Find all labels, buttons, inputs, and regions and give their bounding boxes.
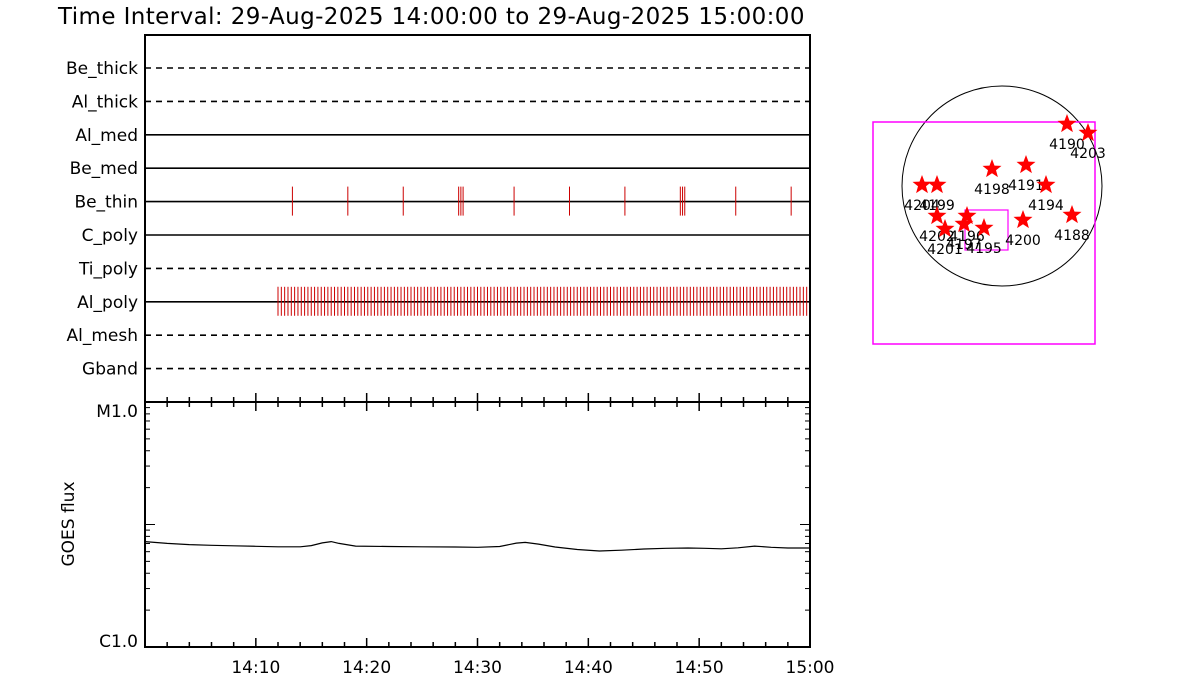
region-marker [1057,114,1077,133]
region-marker [1078,123,1098,142]
region-marker [982,159,1002,178]
channel-label-c-poly: C_poly [82,226,138,246]
channel-label-be-thick: Be_thick [66,59,138,79]
x-tick-label: 14:10 [231,658,280,678]
goes-x-tick-labels: 14:10 14:20 14:30 14:40 14:50 15:00 [231,658,834,678]
raster-frame [144,34,811,403]
region-marker [954,214,974,233]
channel-label-al-poly: Al_poly [77,293,138,313]
x-tick-label: 15:00 [786,658,835,678]
channel-label-be-med: Be_med [70,159,138,179]
goes-ytick-top: M1.0 [96,402,138,422]
channel-label-al-med: Al_med [75,126,138,146]
region-marker [912,175,932,194]
region-label: 4188 [1054,228,1090,244]
channel-label-be-thin: Be_thin [74,193,138,213]
region-label: 4190 [1049,137,1085,153]
channel-rows: Be_thick Al_thick Al_med Be_med Be_thin C_pol… [66,59,810,380]
goes-flux-panel: M1.0 C1.0 GOES flux 14:10 14:20 14:30 14:40… [59,393,835,678]
channel-label-gband: Gband [82,360,138,380]
x-tick-label: 14:20 [342,658,391,678]
event-ticks [277,186,808,316]
region-label: 4200 [1005,233,1041,249]
x-tick-label: 14:50 [675,658,724,678]
channel-raster-panel: Be_thick Al_thick Al_med Be_med Be_thin C_pol… [66,34,811,403]
pointing-box [964,209,1009,251]
region-marker [957,206,977,225]
region-label: 4196 [949,229,985,245]
region-label: 4194 [1028,198,1064,214]
chart-title: Time Interval: 29-Aug-2025 14:00:00 to 2… [57,4,805,30]
region-label: 4204 [904,198,940,214]
goes-frame [144,401,811,648]
goes-y-axis-label: GOES flux [59,481,79,566]
channel-label-ti-poly: Ti_poly [78,259,138,279]
instrument-fov-box [872,121,1096,345]
region-label: 4203 [1070,146,1106,162]
region-label: 4195 [966,241,1002,257]
region-marker [927,175,947,194]
goes-ytick-bottom: C1.0 [99,632,138,652]
x-tick-label: 14:30 [453,658,502,678]
region-marker [935,219,955,238]
solar-disk-map: 4190420341984191419441884200420441994202… [872,85,1106,345]
goes-flux-line [144,540,810,552]
goes-axis-ticks [144,393,811,647]
region-marker [1036,175,1056,194]
region-marker [1013,210,1033,229]
region-marker [1062,205,1082,224]
region-label: 4191 [1008,178,1044,194]
active-regions: 4190420341984191419441884200420441994202… [904,114,1106,258]
region-marker [974,218,994,237]
channel-label-al-mesh: Al_mesh [66,326,138,346]
region-marker [927,206,947,225]
solar-limb [901,85,1103,287]
region-marker [1016,155,1036,174]
region-label: 4198 [974,182,1010,198]
channel-label-al-thick: Al_thick [72,92,138,112]
region-label: 4201 [927,242,963,258]
region-label: 4197 [946,237,982,253]
x-tick-label: 14:40 [564,658,613,678]
